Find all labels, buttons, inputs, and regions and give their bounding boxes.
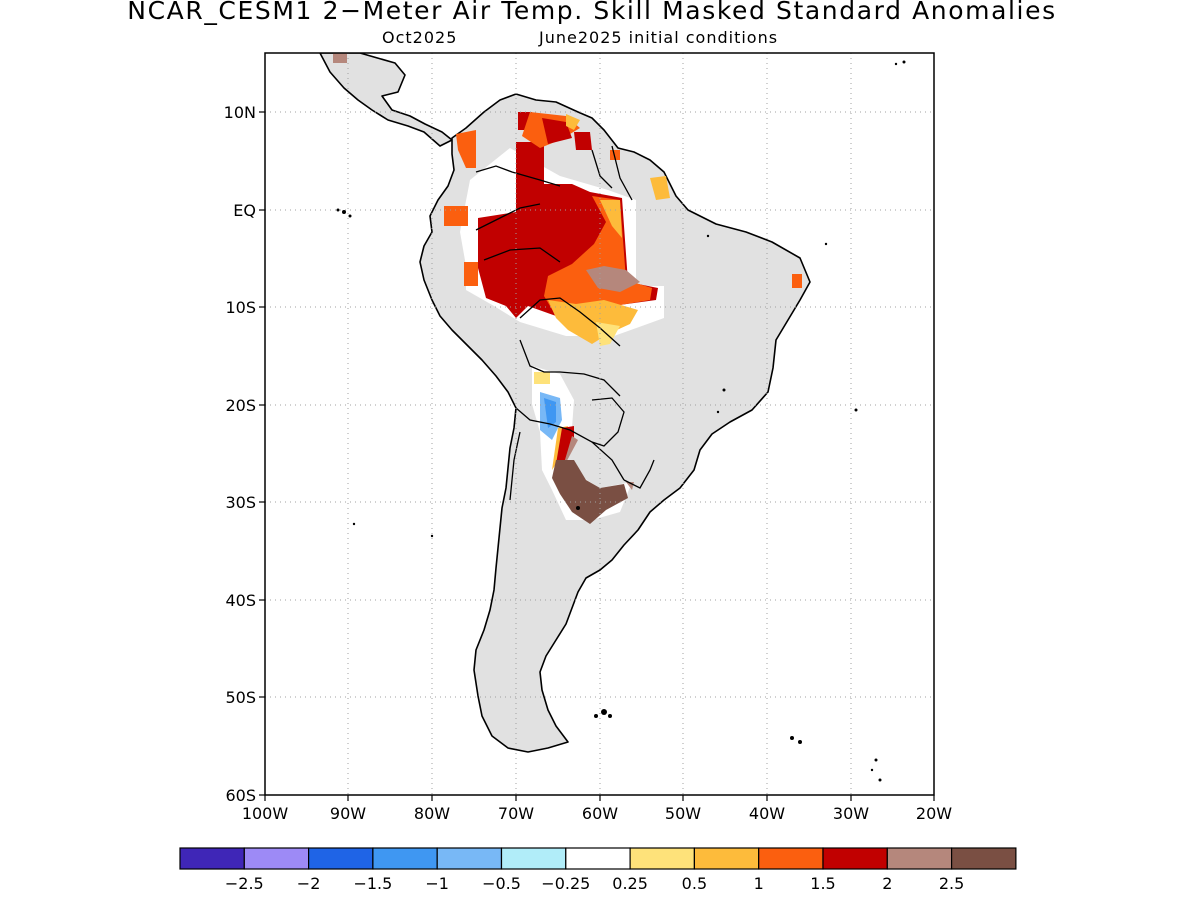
latitude-labels: 10N EQ 10S 20S 30S 40S 50S 60S: [224, 103, 256, 805]
lon-label: 30W: [833, 804, 869, 823]
initial-conditions: June2025 initial conditions: [539, 28, 779, 47]
lon-label: 70W: [498, 804, 534, 823]
longitude-labels: 100W 90W 80W 70W 60W 50W 40W 30W 20W: [242, 804, 952, 823]
map-title: NCAR_CESM1 2−Meter Air Temp. Skill Maske…: [127, 0, 1057, 25]
lat-label: 20S: [225, 396, 256, 415]
colorbar-label: 1.5: [810, 874, 835, 893]
forecast-month: Oct2025: [382, 28, 458, 47]
map-plot-area: [319, 53, 906, 782]
colorbar-box: [565, 847, 631, 870]
colorbar-label: −0.5: [482, 874, 521, 893]
graticule: [265, 53, 934, 795]
lat-label: 50S: [225, 688, 256, 707]
colorbar-box: [886, 847, 953, 870]
colorbar-box: [629, 847, 695, 870]
colorbar-label: −1.5: [353, 874, 392, 893]
colorbar-label: −2: [297, 874, 321, 893]
colorbar-box: [758, 847, 824, 870]
colorbar: [179, 847, 1017, 870]
colorbar-label: 0.25: [612, 874, 648, 893]
lon-label: 40W: [749, 804, 785, 823]
anomaly-patch: [333, 53, 347, 63]
lon-label: 90W: [330, 804, 366, 823]
colorbar-labels: −2.5 −2 −1.5 −1 −0.5 −0.25 0.25 0.5 1 1.5 2 2.5: [225, 874, 964, 893]
islands: [336, 60, 906, 782]
colorbar-box: [372, 847, 438, 870]
colorbar-box: [950, 847, 1017, 870]
lon-label: 80W: [414, 804, 450, 823]
lat-label: 30S: [225, 493, 256, 512]
lon-label: 100W: [242, 804, 289, 823]
colorbar-box: [693, 847, 760, 870]
lat-label: 60S: [225, 786, 256, 805]
colorbar-label: 2.5: [939, 874, 964, 893]
colorbar-label: 2: [882, 874, 892, 893]
central-america-land: [319, 53, 453, 147]
lat-label: EQ: [233, 201, 256, 220]
country-borders: [475, 145, 655, 501]
colorbar-label: −0.25: [541, 874, 590, 893]
colorbar-label: 0.5: [682, 874, 707, 893]
colorbar-box: [822, 847, 888, 870]
lon-label: 20W: [916, 804, 952, 823]
axis-ticks: [259, 111, 935, 801]
colorbar-label: −1: [425, 874, 449, 893]
colorbar-box: [436, 847, 503, 870]
colorbar-label: 1: [754, 874, 764, 893]
anomaly-shading: [444, 112, 802, 524]
lat-label: 40S: [225, 591, 256, 610]
lat-label: 10N: [224, 103, 256, 122]
colorbar-box: [179, 847, 245, 870]
colorbar-label: −2.5: [225, 874, 264, 893]
lon-label: 60W: [582, 804, 618, 823]
colorbar-box: [243, 847, 310, 870]
colorbar-box: [500, 847, 567, 870]
lat-label: 10S: [225, 298, 256, 317]
lon-label: 50W: [665, 804, 701, 823]
colorbar-box: [308, 847, 374, 870]
